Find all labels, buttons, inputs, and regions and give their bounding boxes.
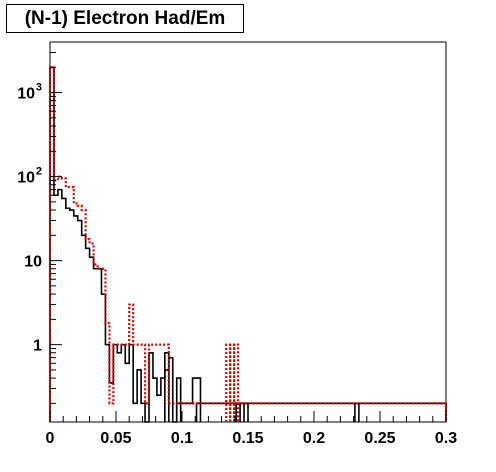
series-0-spike-2 bbox=[195, 402, 202, 422]
x-tick-label: 0.25 bbox=[364, 430, 395, 447]
y-tick-base: 10 bbox=[17, 170, 35, 187]
series-0-histogram-line bbox=[49, 66, 447, 423]
y-tick-label: 1 bbox=[33, 338, 42, 355]
y-tick-exponent: 3 bbox=[36, 82, 42, 94]
series-0-spike-1 bbox=[175, 402, 182, 422]
y-tick-base: 10 bbox=[17, 86, 35, 103]
x-tick-label: 0.2 bbox=[303, 430, 325, 447]
y-tick-exponent: 2 bbox=[36, 166, 42, 178]
series-0-spike-5 bbox=[354, 402, 360, 422]
series-1-spike-2 bbox=[233, 343, 240, 422]
x-tick-label: 0.15 bbox=[232, 430, 263, 447]
x-tick-label: 0.1 bbox=[171, 430, 193, 447]
y-tick-base: 10 bbox=[24, 254, 42, 271]
x-tick-label: 0.3 bbox=[435, 430, 457, 447]
x-tick-label: 0.05 bbox=[100, 430, 131, 447]
y-tick-label: 10 bbox=[17, 86, 35, 103]
x-tick-label: 0 bbox=[46, 430, 55, 447]
y-tick-label: 10 bbox=[17, 170, 35, 187]
series-1-spike-1 bbox=[229, 343, 236, 422]
series-1-histogram-line bbox=[48, 66, 448, 422]
series-layer bbox=[48, 66, 448, 423]
series-1-spike-0 bbox=[225, 343, 232, 422]
chart-title: (N-1) Electron Had/Em bbox=[6, 4, 244, 33]
y-tick-base: 1 bbox=[33, 338, 42, 355]
series-0-spike-4 bbox=[243, 402, 249, 422]
y-tick-label: 10 bbox=[24, 254, 42, 271]
